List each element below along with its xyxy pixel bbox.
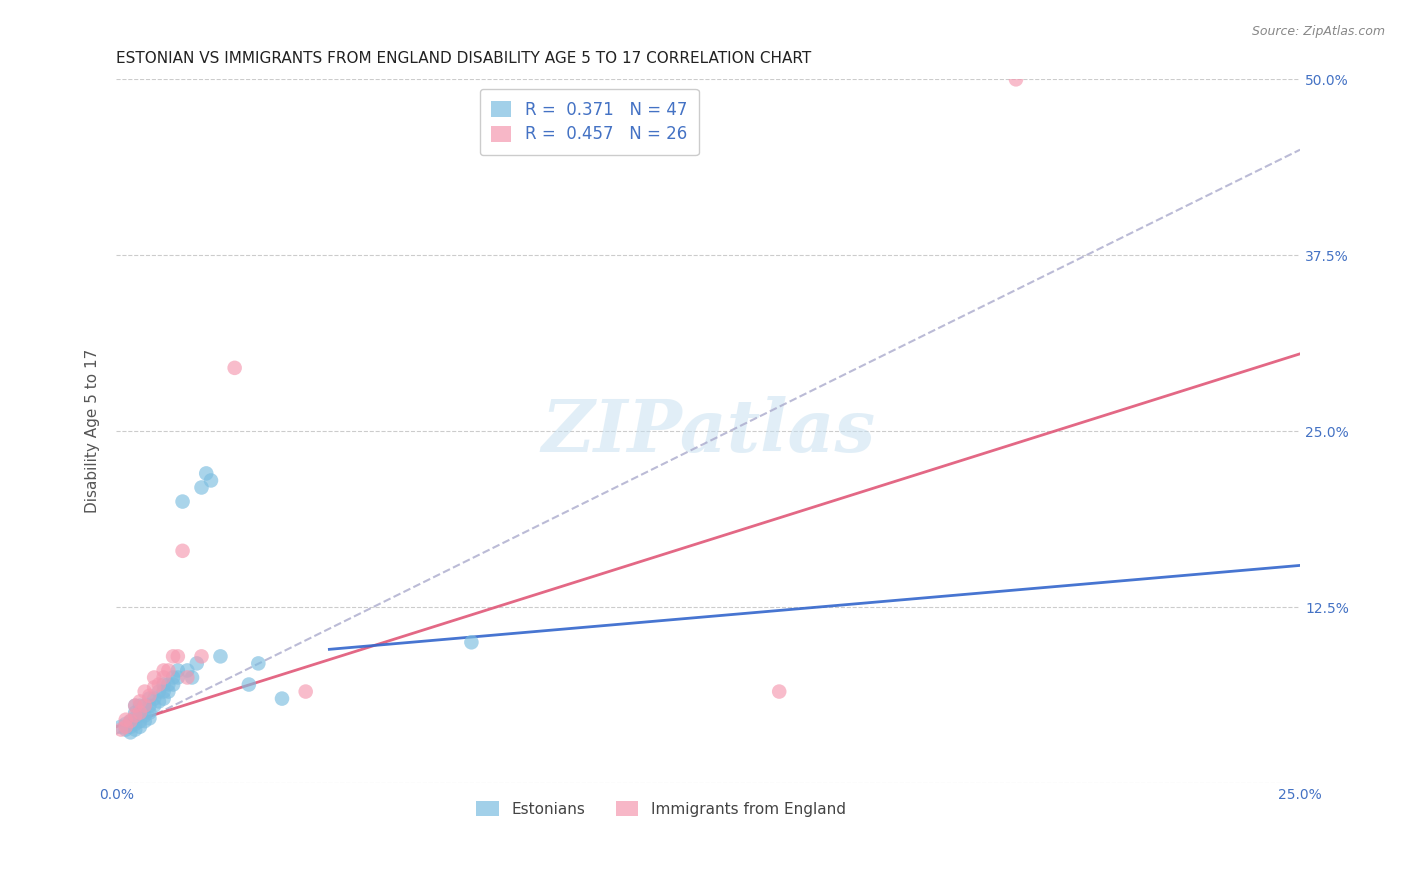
Point (152, 684, 174, 698)
Point (181, 671, 204, 685)
Point (143, 681, 166, 695)
Point (247, 657, 270, 671)
Point (110, 723, 132, 737)
Point (209, 649, 232, 664)
Point (224, 360, 246, 375)
Text: ESTONIAN VS IMMIGRANTS FROM ENGLAND DISABILITY AGE 5 TO 17 CORRELATION CHART: ESTONIAN VS IMMIGRANTS FROM ENGLAND DISA… (117, 51, 811, 66)
Point (157, 677, 180, 691)
Point (124, 706, 146, 720)
Point (110, 720, 132, 734)
Point (176, 664, 198, 678)
Point (238, 677, 260, 691)
Text: ZIPatlas: ZIPatlas (541, 396, 876, 467)
Point (138, 698, 160, 713)
Point (190, 649, 212, 664)
Point (120, 720, 142, 734)
Point (134, 708, 156, 723)
Point (134, 714, 156, 728)
Point (460, 635, 482, 649)
Point (172, 544, 194, 558)
Point (114, 713, 136, 727)
Point (120, 714, 142, 728)
Point (124, 723, 146, 737)
Point (129, 706, 152, 720)
Point (152, 691, 174, 706)
Legend: Estonians, Immigrants from England: Estonians, Immigrants from England (468, 794, 853, 825)
Point (124, 717, 146, 731)
Point (200, 474, 222, 488)
Point (166, 649, 188, 664)
Point (129, 694, 152, 708)
Point (134, 684, 156, 698)
Point (162, 671, 184, 685)
Point (148, 694, 170, 708)
Point (114, 723, 136, 737)
Point (768, 684, 790, 698)
Point (152, 664, 174, 678)
Point (148, 677, 170, 691)
Point (162, 649, 184, 664)
Point (124, 698, 146, 713)
Point (143, 671, 166, 685)
Point (138, 691, 160, 706)
Point (143, 691, 166, 706)
Point (120, 725, 142, 739)
Point (157, 684, 180, 698)
Point (166, 664, 188, 678)
Point (152, 677, 174, 691)
Point (134, 698, 156, 713)
Point (148, 684, 170, 698)
Point (1005, 72, 1028, 87)
Point (166, 671, 188, 685)
Point (294, 684, 316, 698)
Point (271, 691, 294, 706)
Point (114, 717, 136, 731)
Point (138, 689, 160, 703)
Point (129, 714, 152, 728)
Y-axis label: Disability Age 5 to 17: Disability Age 5 to 17 (86, 349, 100, 513)
Point (138, 711, 160, 725)
Point (176, 671, 198, 685)
Point (124, 711, 146, 725)
Point (129, 708, 152, 723)
Point (120, 714, 142, 728)
Point (172, 494, 194, 508)
Point (124, 708, 146, 723)
Point (143, 698, 166, 713)
Point (114, 720, 136, 734)
Point (186, 657, 208, 671)
Point (190, 481, 212, 495)
Point (129, 698, 152, 713)
Point (162, 677, 184, 691)
Point (124, 698, 146, 713)
Point (138, 706, 160, 720)
Point (134, 698, 156, 713)
Point (195, 467, 218, 481)
Point (157, 664, 180, 678)
Text: Source: ZipAtlas.com: Source: ZipAtlas.com (1251, 25, 1385, 38)
Point (152, 671, 174, 685)
Point (129, 720, 152, 734)
